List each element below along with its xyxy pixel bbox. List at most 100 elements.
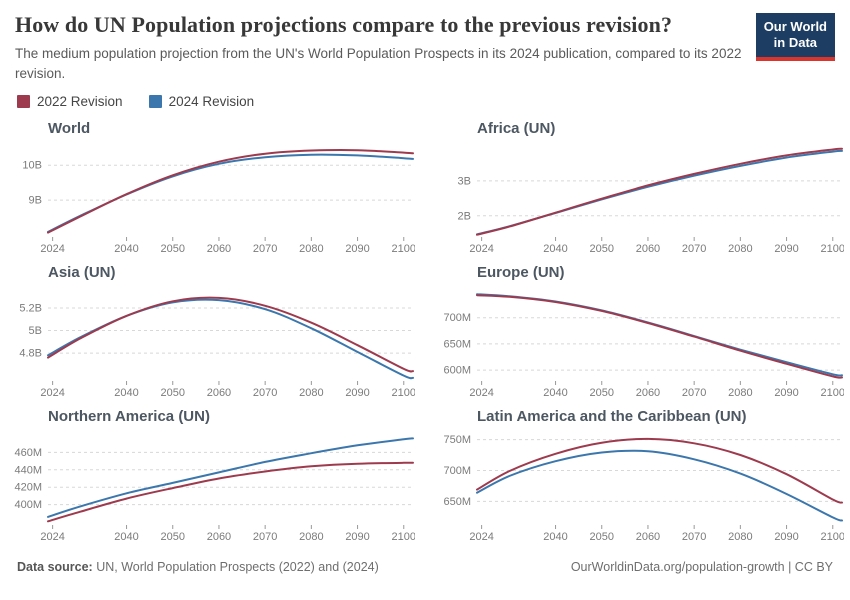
chart-canvas: 400M 420M 440M 460M 2024 2040 2050 2060 2070 2080… <box>14 437 415 543</box>
chart-footer: Data source: UN, World Population Prospe… <box>8 546 842 574</box>
chart-panel-africa-un: Africa (UN) 2B 3B 2024 2040 2050 2060 2070 2080 2… <box>439 119 844 258</box>
panel-title: Northern America (UN) <box>48 408 210 426</box>
y-axis-tick-label: 5.2B <box>19 303 42 315</box>
x-axis-tick-label: 2040 <box>543 531 567 543</box>
y-axis-tick-label: 5B <box>29 325 42 337</box>
series-line-2024-revision <box>476 450 843 522</box>
x-axis-tick-label: 2080 <box>728 387 752 399</box>
chart-legend: 2022 Revision 2024 Revision <box>8 83 842 109</box>
x-axis-tick-label: 2024 <box>40 243 64 255</box>
x-axis-tick-label: 2070 <box>253 531 277 543</box>
y-axis-tick-label: 440M <box>14 465 42 477</box>
chart-header: How do UN Population projections compare… <box>8 10 842 83</box>
x-axis-tick-label: 2050 <box>161 531 185 543</box>
y-axis-tick-label: 700M <box>443 313 471 325</box>
y-axis-tick-label: 2B <box>458 211 471 223</box>
series-line-2024-revision <box>47 299 414 380</box>
x-axis-tick-label: 2100 <box>392 387 415 399</box>
x-axis-tick-label: 2070 <box>253 243 277 255</box>
y-axis-tick-label: 650M <box>443 339 471 351</box>
x-axis-tick-label: 2080 <box>299 243 323 255</box>
series-line-2022-revision <box>476 294 843 380</box>
legend-label: 2022 Revision <box>37 94 123 110</box>
y-axis-tick-label: 3B <box>458 176 471 188</box>
chart-panel-asia-un: Asia (UN) 4.8B 5B 5.2B 2024 2040 2050 2060 2070 2… <box>10 263 415 402</box>
legend-label: 2024 Revision <box>168 94 255 110</box>
legend-swatch <box>17 95 30 109</box>
x-axis-tick-label: 2070 <box>682 243 706 255</box>
y-axis-tick-label: 4.8B <box>19 348 42 360</box>
data-source-label: Data source: <box>17 560 93 575</box>
footer-credit-link[interactable]: OurWorldinData.org/population-growth | C… <box>570 560 833 575</box>
panel-title: World <box>48 120 91 138</box>
x-axis-tick-label: 2090 <box>774 531 798 543</box>
x-axis-tick-label: 2024 <box>469 243 493 255</box>
page-title: How do UN Population projections compare… <box>15 12 673 37</box>
x-axis-tick-label: 2040 <box>114 531 138 543</box>
series-line-2022-revision <box>47 297 414 373</box>
chart-panel-latin-america-and-the-caribbean-un: Latin America and the Caribbean (UN) 650M… <box>439 407 844 546</box>
x-axis-tick-label: 2100 <box>821 531 844 543</box>
x-axis-tick-label: 2070 <box>253 387 277 399</box>
x-axis-tick-label: 2050 <box>161 243 185 255</box>
x-axis-tick-label: 2024 <box>40 387 64 399</box>
series-line-2024-revision <box>47 437 414 519</box>
x-axis-tick-label: 2060 <box>636 531 660 543</box>
x-axis-tick-label: 2050 <box>590 387 614 399</box>
x-axis-tick-label: 2040 <box>114 387 138 399</box>
y-axis-tick-label: 10B <box>22 160 42 172</box>
y-axis-tick-label: 460M <box>14 447 42 459</box>
x-axis-tick-label: 2090 <box>774 243 798 255</box>
chart-canvas: 9B 10B 2024 2040 2050 2060 2070 2080 2090 2100 <box>22 149 415 255</box>
series-line-2022-revision <box>47 149 414 235</box>
panel-title: Latin America and the Caribbean (UN) <box>477 408 747 426</box>
y-axis-tick-label: 400M <box>14 500 42 512</box>
x-axis-tick-label: 2080 <box>728 243 752 255</box>
x-axis-tick-label: 2040 <box>114 243 138 255</box>
x-axis-tick-label: 2100 <box>392 531 415 543</box>
legend-item-2024-revision: 2024 Revision <box>148 94 255 110</box>
x-axis-tick-label: 2050 <box>590 243 614 255</box>
y-axis-tick-label: 600M <box>443 365 471 377</box>
chart-canvas: 2B 3B 2024 2040 2050 2060 2070 2080 2090 2100 <box>458 148 844 255</box>
x-axis-tick-label: 2060 <box>207 387 231 399</box>
x-axis-tick-label: 2080 <box>728 531 752 543</box>
x-axis-tick-label: 2090 <box>345 531 369 543</box>
owid-logo-line1: Our World <box>763 19 827 34</box>
chart-panel-europe-un: Europe (UN) 600M 650M 700M 2024 2040 2050 2060 2… <box>439 263 844 402</box>
chart-canvas: 4.8B 5B 5.2B 2024 2040 2050 2060 2070 2080 2090 21… <box>19 297 415 399</box>
x-axis-tick-label: 2024 <box>40 531 64 543</box>
x-axis-tick-label: 2024 <box>469 387 493 399</box>
y-axis-tick-label: 700M <box>443 465 471 477</box>
x-axis-tick-label: 2070 <box>682 531 706 543</box>
x-axis-tick-label: 2100 <box>821 243 844 255</box>
chart-panel-world: World 9B 10B 2024 2040 2050 2060 2070 2080 2090 21… <box>10 119 415 258</box>
x-axis-tick-label: 2080 <box>299 387 323 399</box>
owid-logo: Our World in Data <box>755 13 835 61</box>
legend-item-2022-revision: 2022 Revision <box>17 94 123 109</box>
y-axis-tick-label: 420M <box>14 482 42 494</box>
chart-subtitle: The medium population projection from th… <box>15 46 742 81</box>
x-axis-tick-label: 2070 <box>682 387 706 399</box>
series-line-2022-revision <box>476 148 843 237</box>
title-block: How do UN Population projections compare… <box>15 12 756 83</box>
series-line-2022-revision <box>47 462 414 523</box>
owid-logo-line2: in Data <box>773 35 818 51</box>
x-axis-tick-label: 2090 <box>774 387 798 399</box>
panel-title: Africa (UN) <box>477 120 556 138</box>
chart-canvas: 600M 650M 700M 2024 2040 2050 2060 2070 2080 2090… <box>443 293 844 399</box>
x-axis-tick-label: 2090 <box>345 243 369 255</box>
data-source-text: UN, World Population Prospects (2022) an… <box>92 560 379 575</box>
panel-title: Asia (UN) <box>48 264 116 282</box>
chart-canvas: 650M 700M 750M 2024 2040 2050 2060 2070 2080 2090… <box>443 434 844 543</box>
y-axis-tick-label: 9B <box>29 195 42 207</box>
x-axis-tick-label: 2040 <box>543 387 567 399</box>
panel-title: Europe (UN) <box>477 264 565 282</box>
x-axis-tick-label: 2060 <box>636 387 660 399</box>
x-axis-tick-label: 2100 <box>821 387 844 399</box>
x-axis-tick-label: 2090 <box>345 387 369 399</box>
series-line-2024-revision <box>47 154 414 234</box>
x-axis-tick-label: 2100 <box>392 243 415 255</box>
x-axis-tick-label: 2050 <box>161 387 185 399</box>
